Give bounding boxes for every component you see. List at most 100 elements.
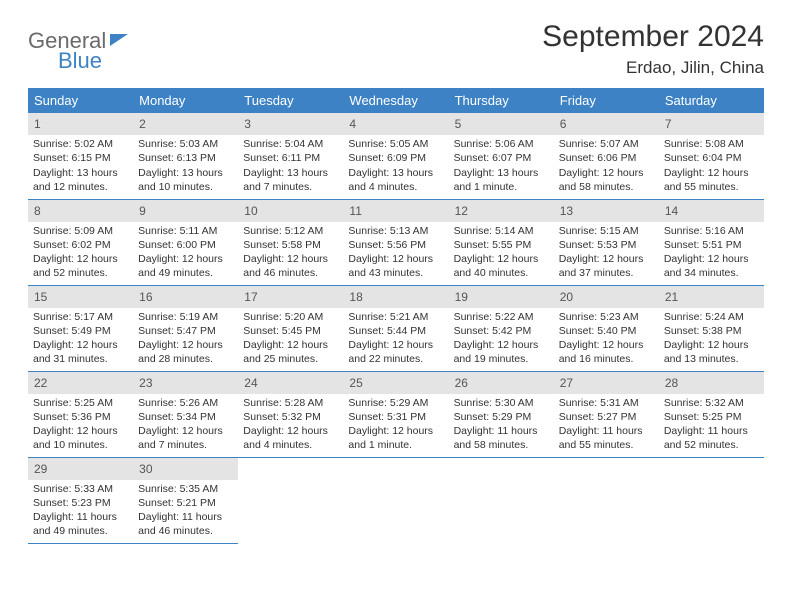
day-number: 8 xyxy=(28,200,133,222)
calendar-day-cell: 30Sunrise: 5:35 AMSunset: 5:21 PMDayligh… xyxy=(133,457,238,543)
weekday-header: Thursday xyxy=(449,88,554,113)
day-info: Sunrise: 5:06 AMSunset: 6:07 PMDaylight:… xyxy=(449,135,554,198)
day-number: 14 xyxy=(659,200,764,222)
calendar-day-cell: 20Sunrise: 5:23 AMSunset: 5:40 PMDayligh… xyxy=(554,285,659,371)
daylight-text: Daylight: 13 hours and 12 minutes. xyxy=(33,166,128,194)
sunrise-text: Sunrise: 5:24 AM xyxy=(664,310,759,324)
day-info: Sunrise: 5:09 AMSunset: 6:02 PMDaylight:… xyxy=(28,222,133,285)
logo-text-2: Blue xyxy=(58,48,102,74)
logo: General Blue xyxy=(28,20,128,74)
sunset-text: Sunset: 5:49 PM xyxy=(33,324,128,338)
daylight-text: Daylight: 12 hours and 28 minutes. xyxy=(138,338,233,366)
calendar-day-cell: 28Sunrise: 5:32 AMSunset: 5:25 PMDayligh… xyxy=(659,371,764,457)
calendar-day-cell xyxy=(238,457,343,543)
day-info: Sunrise: 5:24 AMSunset: 5:38 PMDaylight:… xyxy=(659,308,764,371)
calendar-day-cell: 5Sunrise: 5:06 AMSunset: 6:07 PMDaylight… xyxy=(449,113,554,199)
sunset-text: Sunset: 5:36 PM xyxy=(33,410,128,424)
title-block: September 2024 Erdao, Jilin, China xyxy=(542,20,764,78)
day-info: Sunrise: 5:21 AMSunset: 5:44 PMDaylight:… xyxy=(343,308,448,371)
day-number: 21 xyxy=(659,286,764,308)
daylight-text: Daylight: 11 hours and 49 minutes. xyxy=(33,510,128,538)
daylight-text: Daylight: 13 hours and 4 minutes. xyxy=(348,166,443,194)
sunrise-text: Sunrise: 5:17 AM xyxy=(33,310,128,324)
calendar-day-cell: 16Sunrise: 5:19 AMSunset: 5:47 PMDayligh… xyxy=(133,285,238,371)
weekday-header-row: Sunday Monday Tuesday Wednesday Thursday… xyxy=(28,88,764,113)
day-info: Sunrise: 5:03 AMSunset: 6:13 PMDaylight:… xyxy=(133,135,238,198)
day-number: 10 xyxy=(238,200,343,222)
weekday-header: Saturday xyxy=(659,88,764,113)
calendar-day-cell: 23Sunrise: 5:26 AMSunset: 5:34 PMDayligh… xyxy=(133,371,238,457)
calendar-day-cell xyxy=(554,457,659,543)
calendar-day-cell: 27Sunrise: 5:31 AMSunset: 5:27 PMDayligh… xyxy=(554,371,659,457)
calendar-day-cell: 8Sunrise: 5:09 AMSunset: 6:02 PMDaylight… xyxy=(28,199,133,285)
calendar-day-cell: 3Sunrise: 5:04 AMSunset: 6:11 PMDaylight… xyxy=(238,113,343,199)
weekday-header: Friday xyxy=(554,88,659,113)
calendar-day-cell: 26Sunrise: 5:30 AMSunset: 5:29 PMDayligh… xyxy=(449,371,554,457)
day-number: 22 xyxy=(28,372,133,394)
day-info: Sunrise: 5:11 AMSunset: 6:00 PMDaylight:… xyxy=(133,222,238,285)
location-label: Erdao, Jilin, China xyxy=(542,58,764,78)
sunrise-text: Sunrise: 5:11 AM xyxy=(138,224,233,238)
sunrise-text: Sunrise: 5:12 AM xyxy=(243,224,338,238)
sunrise-text: Sunrise: 5:35 AM xyxy=(138,482,233,496)
daylight-text: Daylight: 12 hours and 43 minutes. xyxy=(348,252,443,280)
sunset-text: Sunset: 5:21 PM xyxy=(138,496,233,510)
day-number: 4 xyxy=(343,113,448,135)
calendar-day-cell xyxy=(449,457,554,543)
day-number: 6 xyxy=(554,113,659,135)
sunrise-text: Sunrise: 5:14 AM xyxy=(454,224,549,238)
day-info: Sunrise: 5:31 AMSunset: 5:27 PMDaylight:… xyxy=(554,394,659,457)
calendar-day-cell: 10Sunrise: 5:12 AMSunset: 5:58 PMDayligh… xyxy=(238,199,343,285)
sunrise-text: Sunrise: 5:32 AM xyxy=(664,396,759,410)
day-number: 24 xyxy=(238,372,343,394)
sunset-text: Sunset: 5:53 PM xyxy=(559,238,654,252)
sunset-text: Sunset: 5:55 PM xyxy=(454,238,549,252)
calendar-day-cell: 19Sunrise: 5:22 AMSunset: 5:42 PMDayligh… xyxy=(449,285,554,371)
day-number: 25 xyxy=(343,372,448,394)
day-number: 19 xyxy=(449,286,554,308)
daylight-text: Daylight: 13 hours and 1 minute. xyxy=(454,166,549,194)
calendar-week-row: 15Sunrise: 5:17 AMSunset: 5:49 PMDayligh… xyxy=(28,285,764,371)
calendar-day-cell: 17Sunrise: 5:20 AMSunset: 5:45 PMDayligh… xyxy=(238,285,343,371)
sunrise-text: Sunrise: 5:31 AM xyxy=(559,396,654,410)
sunrise-text: Sunrise: 5:25 AM xyxy=(33,396,128,410)
calendar-day-cell: 6Sunrise: 5:07 AMSunset: 6:06 PMDaylight… xyxy=(554,113,659,199)
sunrise-text: Sunrise: 5:03 AM xyxy=(138,137,233,151)
daylight-text: Daylight: 11 hours and 52 minutes. xyxy=(664,424,759,452)
day-info: Sunrise: 5:02 AMSunset: 6:15 PMDaylight:… xyxy=(28,135,133,198)
calendar-day-cell: 11Sunrise: 5:13 AMSunset: 5:56 PMDayligh… xyxy=(343,199,448,285)
calendar-day-cell: 15Sunrise: 5:17 AMSunset: 5:49 PMDayligh… xyxy=(28,285,133,371)
day-info: Sunrise: 5:33 AMSunset: 5:23 PMDaylight:… xyxy=(28,480,133,543)
day-number: 15 xyxy=(28,286,133,308)
daylight-text: Daylight: 12 hours and 37 minutes. xyxy=(559,252,654,280)
calendar-week-row: 1Sunrise: 5:02 AMSunset: 6:15 PMDaylight… xyxy=(28,113,764,199)
sunset-text: Sunset: 5:40 PM xyxy=(559,324,654,338)
daylight-text: Daylight: 12 hours and 13 minutes. xyxy=(664,338,759,366)
calendar-day-cell: 21Sunrise: 5:24 AMSunset: 5:38 PMDayligh… xyxy=(659,285,764,371)
day-number: 13 xyxy=(554,200,659,222)
day-info: Sunrise: 5:08 AMSunset: 6:04 PMDaylight:… xyxy=(659,135,764,198)
daylight-text: Daylight: 12 hours and 7 minutes. xyxy=(138,424,233,452)
sunrise-text: Sunrise: 5:09 AM xyxy=(33,224,128,238)
sunrise-text: Sunrise: 5:02 AM xyxy=(33,137,128,151)
sunset-text: Sunset: 6:04 PM xyxy=(664,151,759,165)
day-info: Sunrise: 5:17 AMSunset: 5:49 PMDaylight:… xyxy=(28,308,133,371)
sunrise-text: Sunrise: 5:05 AM xyxy=(348,137,443,151)
sunset-text: Sunset: 6:15 PM xyxy=(33,151,128,165)
day-info: Sunrise: 5:14 AMSunset: 5:55 PMDaylight:… xyxy=(449,222,554,285)
calendar-day-cell: 1Sunrise: 5:02 AMSunset: 6:15 PMDaylight… xyxy=(28,113,133,199)
calendar-day-cell xyxy=(659,457,764,543)
calendar-day-cell: 18Sunrise: 5:21 AMSunset: 5:44 PMDayligh… xyxy=(343,285,448,371)
day-number: 18 xyxy=(343,286,448,308)
daylight-text: Daylight: 11 hours and 55 minutes. xyxy=(559,424,654,452)
day-number: 9 xyxy=(133,200,238,222)
day-number: 28 xyxy=(659,372,764,394)
day-info: Sunrise: 5:12 AMSunset: 5:58 PMDaylight:… xyxy=(238,222,343,285)
day-info: Sunrise: 5:04 AMSunset: 6:11 PMDaylight:… xyxy=(238,135,343,198)
day-number: 2 xyxy=(133,113,238,135)
sunrise-text: Sunrise: 5:21 AM xyxy=(348,310,443,324)
daylight-text: Daylight: 12 hours and 25 minutes. xyxy=(243,338,338,366)
day-info: Sunrise: 5:28 AMSunset: 5:32 PMDaylight:… xyxy=(238,394,343,457)
sunset-text: Sunset: 5:27 PM xyxy=(559,410,654,424)
day-number: 17 xyxy=(238,286,343,308)
